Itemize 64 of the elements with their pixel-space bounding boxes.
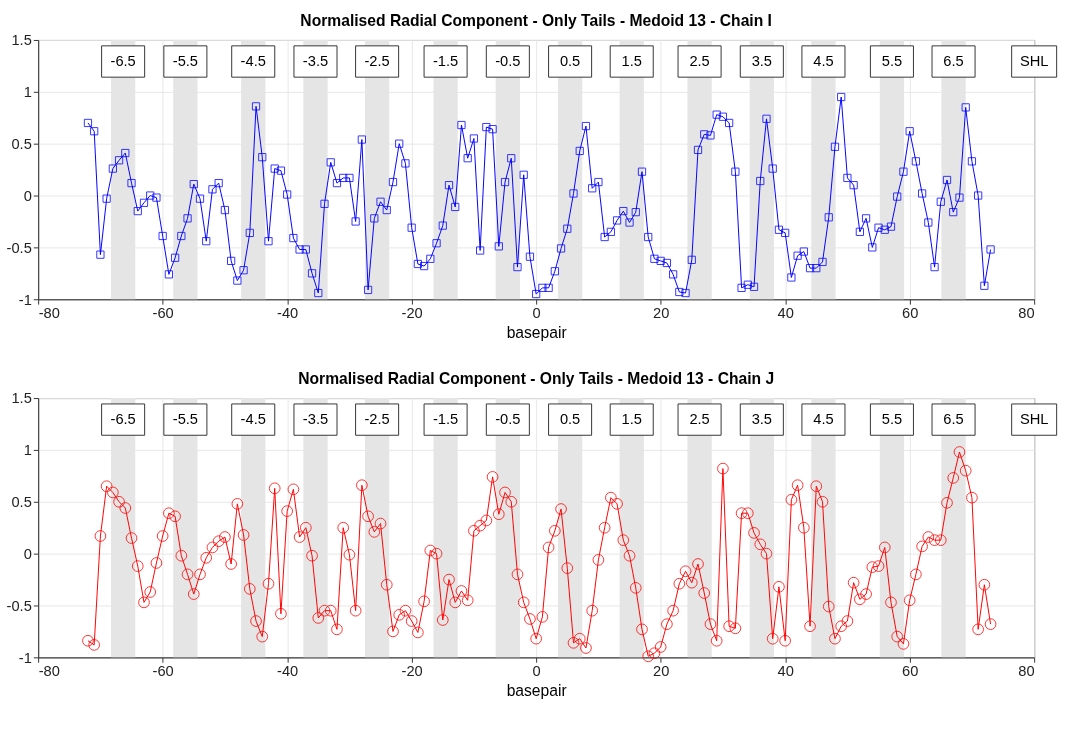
band-label: -4.5 <box>240 411 266 428</box>
x-axis-title: basepair <box>506 323 567 341</box>
band-label: -2.5 <box>364 53 390 70</box>
x-tick-label: 80 <box>1018 305 1035 322</box>
band-label: 6.5 <box>943 53 964 70</box>
band-label: 6.5 <box>943 411 964 428</box>
band-label: 0.5 <box>559 53 581 70</box>
band-label: -6.5 <box>110 53 136 70</box>
x-tick-label: 60 <box>902 663 919 680</box>
band-label: 1.5 <box>621 411 642 428</box>
x-axis-title: basepair <box>506 681 567 699</box>
band-label: 1.5 <box>621 53 642 70</box>
band-label: -1.5 <box>432 53 459 70</box>
x-tick-label: -80 <box>38 663 60 680</box>
y-tick-label: 1 <box>23 442 32 459</box>
x-tick-label: 60 <box>902 305 919 322</box>
band-label: -3.5 <box>302 53 329 70</box>
x-tick-label: -20 <box>401 663 423 680</box>
x-tick-label: -20 <box>401 305 423 322</box>
x-tick-label: -60 <box>152 305 174 322</box>
y-tick-label: 0.5 <box>11 494 32 511</box>
x-tick-label: -40 <box>277 663 299 680</box>
band-label: 4.5 <box>813 411 834 428</box>
x-tick-label: 20 <box>653 663 670 680</box>
y-tick-label: 0.5 <box>11 136 32 153</box>
y-tick-label: 1.5 <box>11 32 32 49</box>
x-tick-label: -40 <box>277 305 299 322</box>
y-tick-label: -1 <box>18 649 32 666</box>
y-tick-label: 0 <box>23 187 32 204</box>
x-tick-label: 0 <box>532 305 541 322</box>
x-tick-label: 0 <box>532 663 541 680</box>
chart-title: Normalised Radial Component - Only Tails - Medoid 13 - Chain I <box>300 12 772 30</box>
y-tick-label: 1 <box>23 84 32 101</box>
band-label: -5.5 <box>172 411 199 428</box>
x-tick-label: 40 <box>777 305 794 322</box>
y-tick-label: -0.5 <box>6 239 32 256</box>
band-label: -0.5 <box>495 53 521 70</box>
band-label: -3.5 <box>302 411 329 428</box>
band-label: -6.5 <box>110 411 136 428</box>
band-label: -5.5 <box>172 53 199 70</box>
band-label: -2.5 <box>364 411 390 428</box>
band-label: 0.5 <box>559 411 581 428</box>
x-tick-label: 40 <box>777 663 794 680</box>
x-tick-label: -60 <box>152 663 174 680</box>
chart-title: Normalised Radial Component - Only Tails - Medoid 13 - Chain J <box>298 370 775 388</box>
y-tick-label: -1 <box>18 291 32 308</box>
band-label: 4.5 <box>813 53 834 70</box>
annotation: SHL <box>1019 411 1049 428</box>
y-tick-label: 1.5 <box>11 390 32 407</box>
band-label: 2.5 <box>689 53 710 70</box>
band-label: 5.5 <box>881 411 903 428</box>
band-label: -4.5 <box>240 53 266 70</box>
annotation: SHL <box>1019 53 1049 70</box>
y-tick-label: -0.5 <box>6 597 32 614</box>
band-label: 3.5 <box>751 53 773 70</box>
band-label: 2.5 <box>689 411 710 428</box>
x-tick-label: -80 <box>38 305 60 322</box>
band-label: -0.5 <box>495 411 521 428</box>
band-label: -1.5 <box>432 411 459 428</box>
x-tick-label: 20 <box>653 305 670 322</box>
y-tick-label: 0 <box>23 546 32 563</box>
band-label: 3.5 <box>751 411 773 428</box>
x-tick-label: 80 <box>1018 663 1035 680</box>
band-label: 5.5 <box>881 53 903 70</box>
